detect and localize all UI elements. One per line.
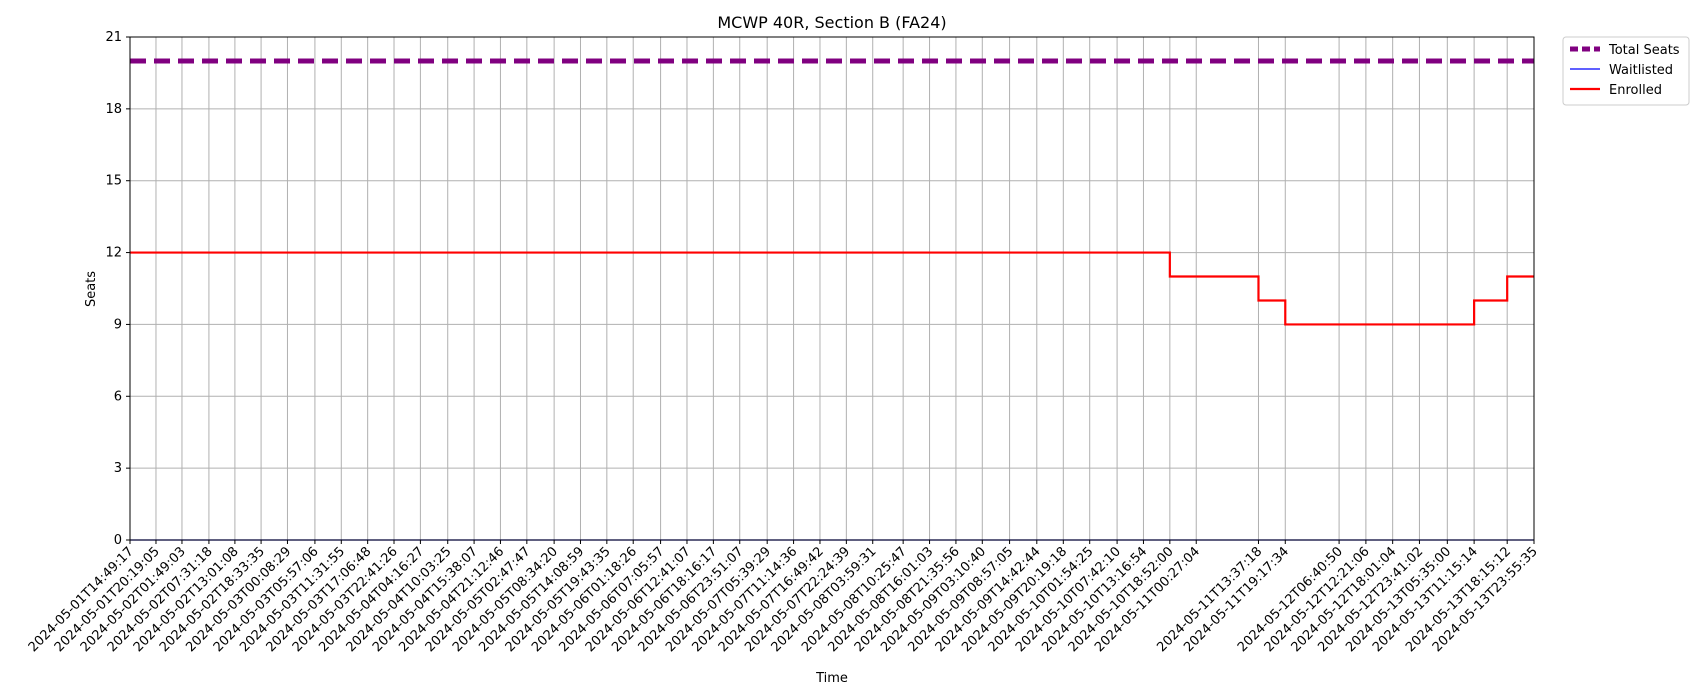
legend-label: Enrolled	[1609, 83, 1662, 98]
chart-title: MCWP 40R, Section B (FA24)	[717, 13, 946, 32]
grid	[129, 36, 1535, 541]
y-tick-label: 0	[114, 533, 122, 548]
legend-label: Total Seats	[1608, 43, 1680, 58]
y-axis: 0 3 6 9 12 15 18 21	[105, 30, 130, 548]
legend-label: Waitlisted	[1609, 63, 1673, 78]
x-axis: 2024-05-01T14:49:172024-05-01T20:19:0520…	[26, 540, 1541, 655]
y-tick-label: 15	[105, 174, 122, 189]
y-tick-label: 3	[114, 461, 122, 476]
y-tick-label: 12	[105, 246, 122, 261]
y-tick-label: 6	[114, 389, 122, 404]
series-line-enrolled	[130, 251, 1534, 326]
y-tick-label: 9	[114, 317, 122, 332]
x-axis-label: Time	[815, 671, 848, 686]
y-tick-label: 21	[105, 30, 122, 45]
plot-frame	[129, 36, 1535, 541]
y-axis-label: Seats	[84, 271, 99, 307]
legend: Total Seats Waitlisted Enrolled	[1562, 36, 1690, 106]
y-tick-label: 18	[105, 102, 122, 117]
